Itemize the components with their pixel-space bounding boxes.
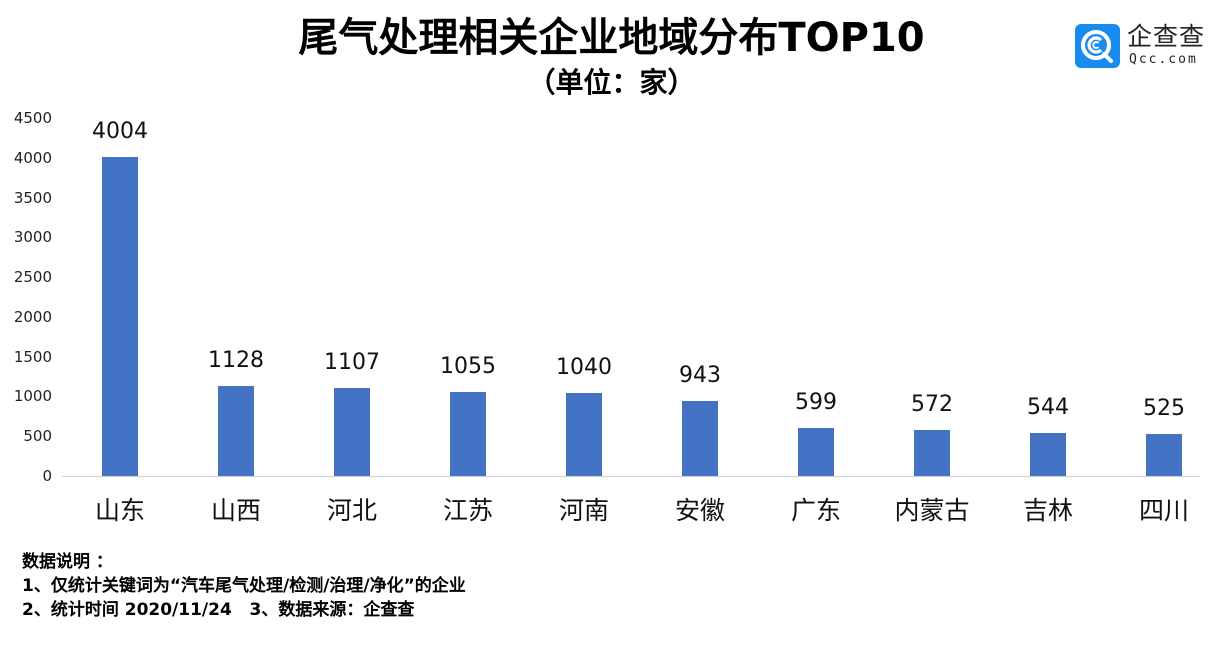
notes-line-2: 2、统计时间 2020/11/24 3、数据来源：企查查 — [22, 600, 415, 620]
x-category-label: 河北 — [326, 496, 377, 525]
x-category-label: 广东 — [790, 496, 841, 525]
bar — [914, 430, 950, 476]
bar-value-label: 572 — [911, 392, 953, 418]
bar — [682, 400, 718, 476]
y-tick-label: 3500 — [13, 188, 52, 207]
bar — [798, 428, 834, 476]
x-category-label: 安徽 — [674, 496, 725, 525]
x-category-label: 吉林 — [1022, 496, 1073, 525]
data-notes: 数据说明 ： 1、仅统计关键词为“汽车尾气处理/检测/治理/净化”的企业 2、统… — [22, 550, 466, 622]
bar-value-label: 1107 — [324, 349, 380, 375]
bar-value-label: 943 — [679, 362, 721, 388]
bar — [102, 157, 138, 476]
bar — [1030, 432, 1066, 476]
qcc-logo-icon — [1075, 24, 1120, 68]
bar — [1146, 434, 1182, 476]
bar-value-label: 525 — [1143, 396, 1185, 422]
y-tick-label: 1000 — [13, 387, 52, 406]
x-category-label: 内蒙古 — [894, 496, 970, 525]
chart-subtitle: （单位：家） — [527, 66, 696, 99]
x-category-label: 山西 — [210, 496, 261, 525]
y-tick-label: 1500 — [13, 347, 52, 366]
bar — [218, 386, 254, 476]
bar — [450, 392, 486, 476]
qcc-logo: 企查查 Qcc.com — [1075, 22, 1223, 70]
y-tick-label: 4500 — [13, 109, 52, 127]
y-tick-label: 2500 — [13, 268, 52, 287]
chart-title: 尾气处理相关企业地域分布TOP10 — [298, 15, 925, 61]
notes-line-1: 1、仅统计关键词为“汽车尾气处理/检测/治理/净化”的企业 — [22, 576, 466, 596]
y-tick-label: 4000 — [13, 148, 52, 167]
bar-value-label: 1040 — [556, 355, 612, 381]
notes-heading: 数据说明 ： — [22, 552, 113, 572]
y-tick-label: 0 — [42, 467, 52, 485]
y-tick-label: 3000 — [13, 228, 52, 247]
bar-value-label: 599 — [795, 390, 837, 416]
y-tick-label: 2000 — [13, 307, 52, 326]
logo-url: Qcc.com — [1129, 52, 1198, 67]
bar — [566, 393, 602, 476]
logo-name: 企查查 — [1127, 22, 1206, 51]
bar — [334, 387, 370, 476]
bar-value-label: 4004 — [92, 119, 148, 145]
x-axis-baseline — [62, 476, 1200, 477]
x-category-label: 江苏 — [442, 496, 493, 525]
y-tick-label: 500 — [23, 427, 52, 446]
bar-value-label: 1128 — [208, 348, 264, 374]
bar-value-label: 544 — [1027, 394, 1069, 420]
bar-value-label: 1055 — [440, 354, 496, 380]
x-category-label: 山东 — [94, 496, 145, 525]
x-category-label: 四川 — [1138, 496, 1189, 525]
x-category-label: 河南 — [558, 496, 609, 525]
